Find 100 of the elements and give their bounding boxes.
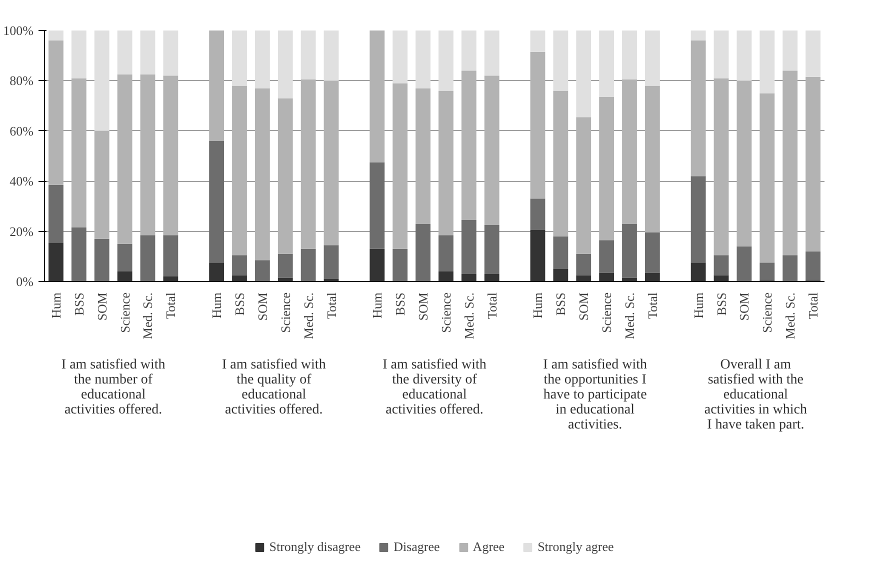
x-tick-label: Total [324, 292, 339, 320]
bar [370, 30, 385, 162]
bar [530, 52, 546, 199]
bar [163, 276, 178, 282]
bar [690, 262, 706, 282]
bar [690, 40, 706, 176]
x-tick-label: BSS [232, 292, 247, 316]
bar [760, 93, 775, 263]
bar [736, 30, 752, 81]
x-tick-label: SOM [736, 292, 752, 321]
bar [461, 220, 476, 274]
x-tick-label: Hum [690, 292, 706, 318]
bar [484, 76, 500, 226]
bar [232, 255, 247, 276]
bar [300, 30, 316, 80]
bar [94, 30, 110, 131]
x-tick-label: Med. Sc. [300, 292, 316, 340]
bar [438, 90, 454, 236]
bar [576, 275, 592, 282]
bar [553, 236, 568, 269]
x-tick-label: Med. Sc. [140, 292, 156, 340]
bar [622, 30, 637, 80]
bar [599, 30, 614, 98]
y-tick-label: 100% [3, 23, 34, 38]
bar [140, 74, 156, 236]
bar [117, 30, 132, 74]
bar [48, 40, 64, 185]
bar [278, 30, 293, 98]
bar [644, 86, 660, 233]
text: I am satisfied with the number of educational activities offered. [61, 358, 166, 418]
bar [806, 251, 820, 280]
y-tick-label: 20% [10, 224, 34, 239]
bar [622, 224, 637, 278]
bar [576, 30, 592, 118]
bar [209, 140, 224, 263]
bar [530, 198, 546, 230]
bar [324, 245, 339, 279]
x-tick-label: Total [806, 292, 821, 320]
y-tick-label: 80% [10, 73, 34, 88]
bar [714, 30, 729, 78]
x-tick-label: Science [117, 292, 132, 333]
legend-label: Strongly disagree [269, 539, 361, 555]
bar [163, 30, 178, 76]
y-tick-label: 60% [10, 123, 34, 138]
bar [806, 76, 820, 252]
x-tick-label: BSS [553, 292, 568, 316]
x-tick-label: Science [438, 292, 454, 333]
bar [760, 30, 775, 94]
bar [438, 30, 454, 91]
bar [232, 86, 247, 256]
y-tick-label: 40% [10, 174, 34, 189]
bar [461, 70, 476, 220]
legend-label: Strongly agree [538, 539, 614, 555]
bar [622, 79, 637, 224]
bar [806, 30, 820, 77]
x-tick-label: Med. Sc. [782, 292, 798, 340]
legend-label: Disagree [394, 539, 440, 555]
bar [300, 248, 316, 282]
text: I am satisfied with the diversity of educational activities offered. [382, 358, 486, 418]
bar [690, 30, 706, 41]
bar [324, 80, 339, 246]
bar [209, 30, 224, 141]
bar [117, 271, 132, 282]
bar [760, 262, 775, 280]
bar [140, 235, 156, 282]
bar [392, 248, 408, 282]
bar [644, 232, 660, 273]
bar [278, 278, 293, 282]
x-tick-label: Hum [530, 292, 546, 318]
x-tick-label: Science [278, 292, 293, 333]
bar [94, 238, 110, 282]
bar [461, 274, 476, 282]
text: Overall I am satisfied with the educational activities in which I have taken part. [704, 358, 808, 433]
bar [461, 30, 476, 71]
bar [140, 30, 156, 74]
bar [416, 88, 430, 224]
bar [300, 79, 316, 249]
bar [71, 78, 86, 228]
bar [117, 244, 132, 272]
bar [254, 30, 270, 88]
x-tick-label: Med. Sc. [461, 292, 476, 340]
bar [690, 176, 706, 263]
bar [644, 30, 660, 86]
bar [163, 76, 178, 236]
bar [438, 271, 454, 282]
x-tick-label: Total [644, 292, 660, 320]
bar [48, 242, 64, 282]
bar [782, 255, 798, 282]
bar [553, 90, 568, 236]
bar [622, 278, 637, 282]
bar [232, 275, 247, 282]
x-tick-label: BSS [714, 292, 729, 316]
bar [71, 228, 86, 282]
x-tick-label: SOM [416, 292, 431, 321]
bar [370, 162, 385, 249]
bar [254, 88, 270, 260]
bar [392, 30, 408, 84]
x-tick-label: Science [599, 292, 614, 333]
bar [278, 254, 293, 278]
bar [254, 260, 270, 282]
